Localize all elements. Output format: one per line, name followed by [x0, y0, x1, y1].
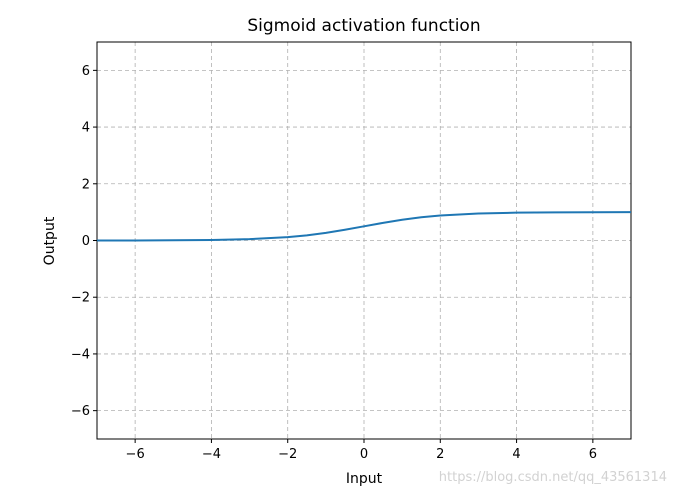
x-tick-label: −6: [126, 447, 145, 462]
x-tick-label: −2: [278, 447, 297, 462]
x-tick-label: 6: [589, 447, 597, 462]
y-tick-label: −2: [71, 291, 90, 306]
grid: [97, 42, 631, 439]
x-tick-label: 0: [360, 447, 368, 462]
x-tick-label: 4: [512, 447, 520, 462]
x-tick-label: 2: [436, 447, 444, 462]
sigmoid-series-line: [96, 211, 632, 242]
y-tick-label: 6: [82, 64, 90, 79]
y-tick-label: 0: [82, 234, 90, 249]
x-tick-label: −4: [202, 447, 221, 462]
y-tick-label: 2: [82, 177, 90, 192]
y-tick-label: −6: [71, 404, 90, 419]
watermark-text: https://blog.csdn.net/qq_43561314: [439, 470, 667, 485]
y-axis-label: Output: [42, 216, 58, 265]
y-tick-label: −4: [71, 347, 90, 362]
chart-title: Sigmoid activation function: [247, 16, 480, 36]
y-tick-label: 4: [82, 121, 90, 136]
y-axis-ticks: −6 −4 −2 0 2 4 6: [71, 64, 97, 419]
x-axis-label: Input: [346, 471, 383, 487]
x-axis-ticks: −6 −4 −2 0 2 4 6: [126, 439, 597, 462]
